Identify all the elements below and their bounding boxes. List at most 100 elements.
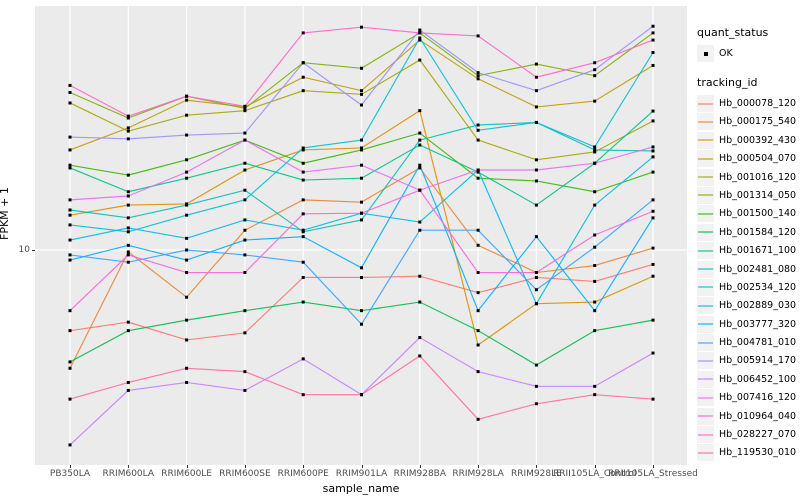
legend-entry-label: Hb_004781_010 (719, 337, 797, 349)
data-point (534, 288, 538, 292)
legend-key-line-icon (698, 359, 713, 362)
legend-key-line-icon (698, 433, 713, 436)
legend-key-line-icon (698, 378, 713, 381)
legend-entry-Hb_001500_140: Hb_001500_140 (697, 205, 799, 223)
x-tick-label: RRIM928LE (510, 469, 562, 479)
data-point (126, 116, 130, 120)
data-point (126, 114, 130, 118)
data-point (418, 109, 422, 113)
data-point (593, 393, 597, 397)
data-point (126, 129, 130, 133)
data-point (185, 366, 189, 370)
x-tick-label: RRIM928BA (393, 469, 447, 479)
data-point (360, 266, 363, 270)
data-point (534, 235, 538, 239)
data-point (243, 131, 247, 135)
legend-title-tracking-id: tracking_id (697, 76, 758, 89)
data-point (185, 133, 189, 137)
x-tick-mark (594, 465, 596, 468)
x-tick-mark (303, 465, 305, 468)
legend-entry-Hb_002889_030: Hb_002889_030 (697, 297, 799, 315)
legend-key (697, 297, 714, 315)
data-point (593, 148, 597, 152)
legend-key (697, 168, 714, 186)
data-point (651, 318, 655, 322)
legend-key-line-icon (698, 396, 713, 399)
legend-key (697, 205, 714, 223)
data-point (301, 148, 305, 152)
data-point (476, 291, 480, 295)
point-marker-icon (703, 51, 708, 56)
data-point (593, 245, 597, 249)
legend-entry-Hb_003777_320: Hb_003777_320 (697, 315, 799, 333)
data-point (301, 260, 305, 264)
data-point (126, 126, 130, 130)
data-point (301, 300, 305, 304)
legend-entry-label: Hb_002534_120 (719, 281, 797, 293)
data-point (68, 163, 72, 167)
data-point (360, 138, 363, 142)
legend-entry-label: Hb_119530_010 (719, 447, 797, 459)
data-point (185, 271, 189, 275)
data-point (126, 230, 130, 234)
legend-key-line-icon (698, 451, 713, 454)
y-tick-mark (32, 250, 35, 251)
data-point (418, 336, 422, 340)
legend-entry-Hb_001016_120: Hb_001016_120 (697, 168, 799, 186)
data-point (360, 148, 363, 152)
legend-entry-Hb_004781_010: Hb_004781_010 (697, 334, 799, 352)
x-tick-label: RRII105LA_Stressed (608, 469, 698, 479)
data-point (243, 309, 247, 313)
data-point (418, 220, 422, 224)
x-tick-mark (70, 465, 71, 468)
data-point (243, 228, 247, 232)
plot-panel-wrap (35, 6, 687, 465)
legend-key (697, 260, 714, 278)
legend-entry-label: Hb_001500_140 (719, 208, 797, 220)
data-point (593, 161, 597, 165)
legend-key (697, 352, 714, 370)
data-point (534, 363, 538, 367)
data-point (185, 203, 189, 207)
data-point (68, 101, 72, 105)
data-point (651, 397, 655, 401)
data-point (243, 238, 247, 242)
legend-key (697, 407, 714, 425)
data-point (243, 271, 247, 275)
legend-key (697, 131, 714, 149)
data-point (301, 31, 305, 35)
data-point (534, 271, 538, 275)
data-point (593, 68, 597, 72)
legend-entry-Hb_002481_080: Hb_002481_080 (697, 260, 799, 278)
data-point (126, 226, 130, 230)
data-point (301, 161, 305, 165)
data-point (243, 370, 247, 374)
data-point (68, 253, 72, 257)
data-point (476, 228, 480, 232)
data-point (126, 388, 130, 392)
legend-entry-Hb_028227_070: Hb_028227_070 (697, 426, 799, 444)
data-point (126, 137, 130, 141)
data-point (651, 51, 655, 55)
data-point (476, 243, 480, 247)
data-point (301, 75, 305, 79)
data-point (243, 106, 247, 110)
x-axis-title: sample_name (322, 482, 400, 495)
data-point (476, 329, 480, 333)
data-point (360, 176, 363, 180)
data-point (476, 71, 480, 75)
data-point (534, 402, 538, 406)
data-point (651, 119, 655, 123)
data-point (593, 190, 597, 194)
data-point (651, 155, 655, 159)
data-point (534, 89, 538, 93)
data-point (185, 380, 189, 384)
data-point (126, 173, 130, 177)
data-point (301, 178, 305, 182)
legend-key (697, 444, 714, 462)
legend-key (697, 370, 714, 388)
legend-entry-Hb_001671_100: Hb_001671_100 (697, 242, 799, 260)
legend-tracking-id: tracking_id Hb_000078_120 Hb_000175_540 Hb… (697, 76, 799, 462)
data-point (651, 63, 655, 67)
data-point (476, 138, 480, 142)
